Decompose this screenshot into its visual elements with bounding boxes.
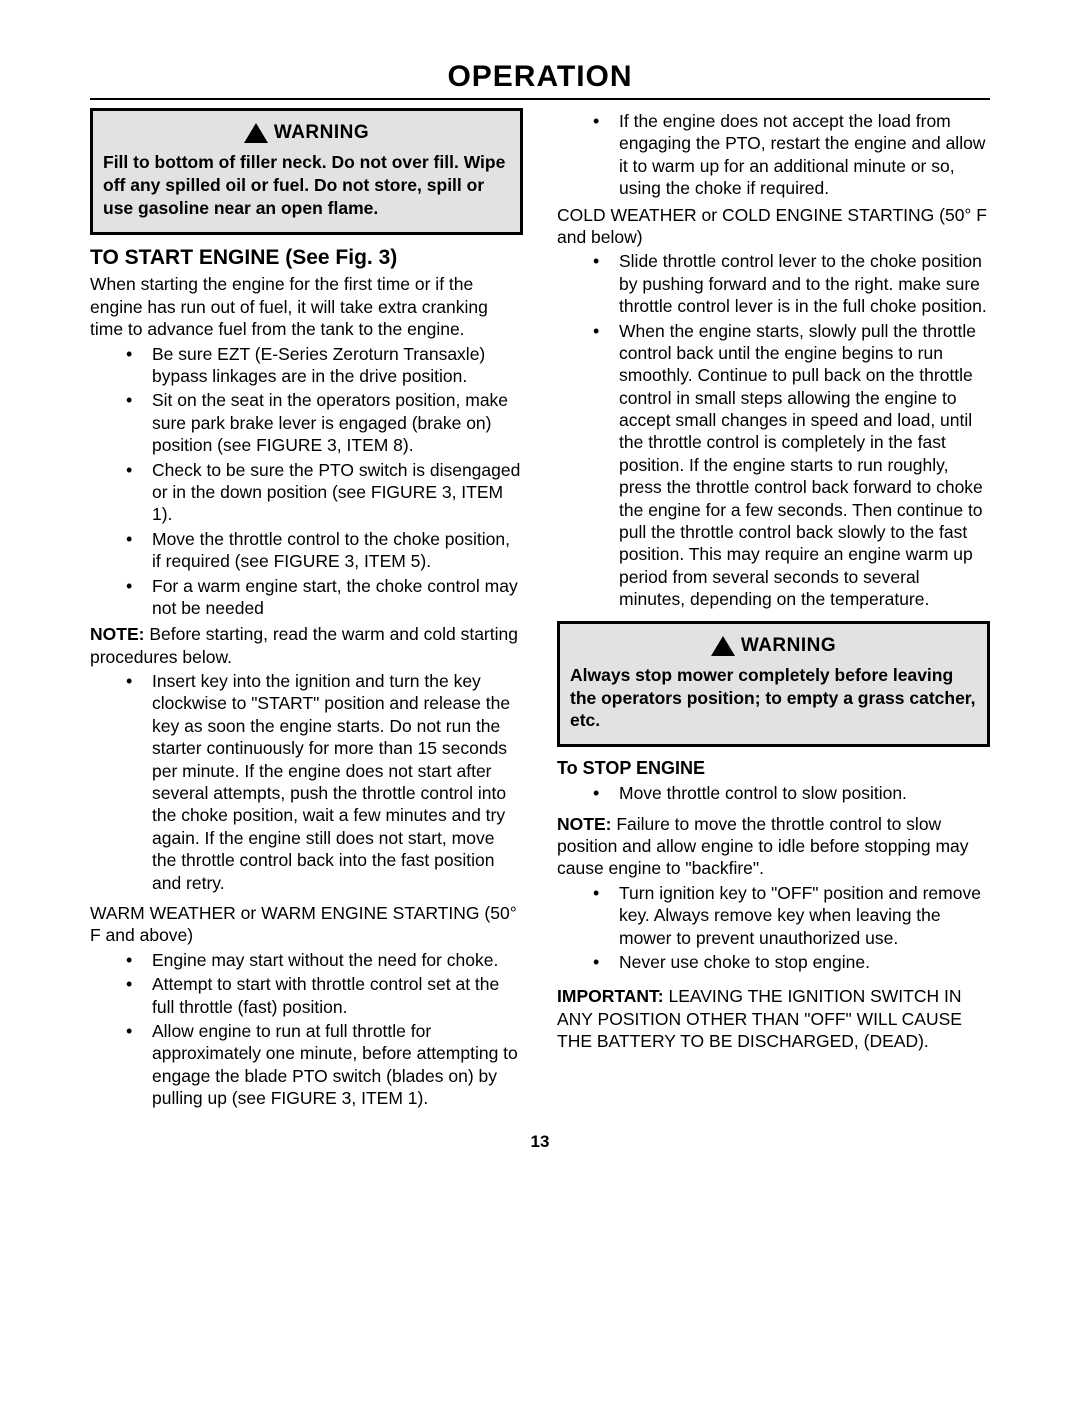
cold-weather-list: Slide throttle control lever to the chok…	[557, 250, 990, 610]
note-starting: NOTE: Before starting, read the warm and…	[90, 623, 523, 668]
right-column: If the engine does not accept the load f…	[557, 108, 990, 1114]
warning-body-text: Fill to bottom of filler neck. Do not ov…	[103, 151, 510, 219]
page-title: OPERATION	[90, 60, 990, 94]
list-item: Insert key into the ignition and turn th…	[152, 670, 523, 894]
left-column: WARNING Fill to bottom of filler neck. D…	[90, 108, 523, 1114]
list-item: Move the throttle control to the choke p…	[152, 528, 523, 573]
list-item: Attempt to start with throttle control s…	[152, 973, 523, 1018]
warning-triangle-icon	[711, 636, 735, 656]
note-lead: NOTE:	[557, 814, 611, 834]
list-item: Sit on the seat in the operators positio…	[152, 389, 523, 456]
start-engine-steps-1: Be sure EZT (E-Series Zeroturn Transaxle…	[90, 343, 523, 620]
start-engine-steps-2: Insert key into the ignition and turn th…	[90, 670, 523, 894]
important-note: IMPORTANT: LEAVING THE IGNITION SWITCH I…	[557, 985, 990, 1052]
list-item: Turn ignition key to "OFF" position and …	[619, 882, 990, 949]
warning-header: WARNING	[570, 634, 977, 658]
note-body: Failure to move the throttle control to …	[557, 814, 969, 879]
important-lead: IMPORTANT:	[557, 986, 664, 1006]
list-item: Allow engine to run at full throttle for…	[152, 1020, 523, 1110]
two-column-layout: WARNING Fill to bottom of filler neck. D…	[90, 108, 990, 1114]
warm-weather-heading: WARM WEATHER or WARM ENGINE STARTING (50…	[90, 902, 523, 947]
list-item: Be sure EZT (E-Series Zeroturn Transaxle…	[152, 343, 523, 388]
note-lead: NOTE:	[90, 624, 144, 644]
warning-triangle-icon	[244, 123, 268, 143]
start-engine-heading: TO START ENGINE (See Fig. 3)	[90, 245, 523, 272]
cold-weather-heading: COLD WEATHER or COLD ENGINE STARTING (50…	[557, 204, 990, 249]
note-body: Before starting, read the warm and cold …	[90, 624, 518, 666]
warm-weather-list: Engine may start without the need for ch…	[90, 949, 523, 1110]
page-number: 13	[90, 1132, 990, 1152]
stop-engine-heading: To STOP ENGINE	[557, 757, 990, 780]
list-item: If the engine does not accept the load f…	[619, 110, 990, 200]
stop-engine-list-2: Turn ignition key to "OFF" position and …	[557, 882, 990, 974]
list-item: Never use choke to stop engine.	[619, 951, 990, 973]
start-engine-intro: When starting the engine for the first t…	[90, 273, 523, 340]
warning-body-text: Always stop mower completely before leav…	[570, 664, 977, 732]
list-item: When the engine starts, slowly pull the …	[619, 320, 990, 611]
warning-label: WARNING	[274, 121, 369, 145]
list-item: For a warm engine start, the choke contr…	[152, 575, 523, 620]
warning-header: WARNING	[103, 121, 510, 145]
list-item: Check to be sure the PTO switch is disen…	[152, 459, 523, 526]
warning-label: WARNING	[741, 634, 836, 658]
list-item: Move throttle control to slow position.	[619, 782, 990, 804]
list-item: Engine may start without the need for ch…	[152, 949, 523, 971]
title-rule	[90, 98, 990, 100]
note-stopping: NOTE: Failure to move the throttle contr…	[557, 813, 990, 880]
stop-engine-list-1: Move throttle control to slow position.	[557, 782, 990, 804]
pto-continue-list: If the engine does not accept the load f…	[557, 110, 990, 200]
list-item: Slide throttle control lever to the chok…	[619, 250, 990, 317]
warning-box-top: WARNING Fill to bottom of filler neck. D…	[90, 108, 523, 235]
warning-box-mid: WARNING Always stop mower completely bef…	[557, 621, 990, 748]
